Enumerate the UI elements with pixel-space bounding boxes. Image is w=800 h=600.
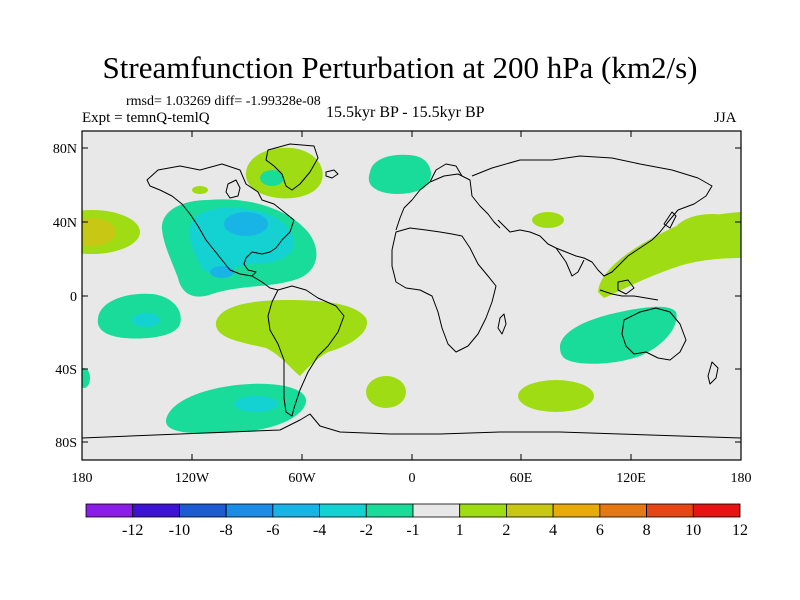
lat-tick-label: 80N	[53, 142, 77, 157]
season-label: JJA	[714, 110, 737, 126]
coastline-south-america	[267, 285, 345, 417]
colorbar-label: 8	[643, 522, 651, 539]
coastline-india	[555, 247, 585, 277]
coastline-iceland	[325, 169, 339, 179]
anomaly-tropical-atlantic	[215, 300, 368, 376]
anomaly-southeast-pacific-core	[234, 396, 278, 412]
coastline-north-america	[146, 163, 295, 277]
coastline-asia	[471, 155, 713, 277]
colorbar-label: 4	[549, 522, 557, 539]
lat-tick-label: 0	[70, 290, 77, 305]
colorbar-label: 2	[502, 522, 510, 539]
colorbar-swatch	[132, 503, 180, 518]
lon-tick-label: 180	[72, 471, 93, 486]
colorbar-swatch	[412, 503, 461, 518]
colorbar-label: 1	[456, 522, 464, 539]
lat-tick-label: 40N	[53, 216, 77, 231]
anomaly-north-atlantic	[368, 154, 431, 194]
coastline-central-america	[251, 275, 279, 291]
lon-tick-label: 120E	[616, 471, 646, 486]
anomaly-greenland	[245, 147, 323, 199]
anomaly-great-lakes-core	[224, 212, 268, 236]
anomaly-tropical-east-pacific-core	[132, 313, 160, 327]
coastline-japan	[663, 211, 677, 229]
colorbar-label: -6	[266, 522, 279, 539]
lon-tick-label: 60W	[288, 471, 316, 486]
anomaly-arabian-sea	[532, 212, 564, 228]
stats-line: rmsd= 1.03269 diff= -1.99328e-08	[126, 94, 321, 109]
lon-tick-label: 0	[409, 471, 416, 486]
coastline-africa	[391, 227, 497, 353]
colorbar-swatch	[179, 503, 227, 518]
colorbar-label: -8	[219, 522, 232, 539]
colorbar-label: -12	[122, 522, 143, 539]
coastline-antarctica	[82, 413, 741, 439]
lon-tick-label: 180	[731, 471, 752, 486]
anomaly-south-atlantic	[366, 376, 406, 408]
colorbar-label: -1	[406, 522, 419, 539]
colorbar-label: 10	[685, 522, 701, 539]
colorbar-label: -4	[313, 522, 326, 539]
colorbar-swatch	[552, 503, 601, 518]
coastline-australia	[621, 307, 687, 361]
experiment-label: Expt = temnQ-temlQ	[82, 110, 210, 126]
colorbar-swatch	[506, 503, 554, 518]
coastlines	[82, 143, 741, 439]
anomaly-indian-ocean-australia	[560, 306, 677, 364]
colorbar-swatch	[459, 503, 507, 518]
colorbar-label: 12	[732, 522, 748, 539]
anomaly-greenland-negative	[260, 170, 284, 186]
colorbar-swatch	[365, 503, 414, 518]
colorbar-swatch	[692, 503, 741, 518]
colorbar-swatch	[272, 503, 320, 518]
period-label: 15.5kyr BP - 15.5kyr BP	[326, 104, 485, 121]
colorbar-label: -2	[360, 522, 373, 539]
anomaly-central-us-core	[210, 266, 234, 278]
colorbar-swatch	[319, 503, 367, 518]
colorbar-swatch	[85, 503, 134, 518]
anomaly-southern-indian	[518, 380, 594, 412]
figure-title: Streamfunction Perturbation at 200 hPa (…	[102, 50, 698, 85]
anomaly-east-asia	[598, 212, 741, 298]
colorbar-swatch	[599, 503, 647, 518]
lon-tick-label: 60E	[510, 471, 533, 486]
coastline-madagascar	[497, 313, 507, 335]
lon-tick-label: 120W	[175, 471, 210, 486]
coastline-europe	[395, 173, 501, 231]
anomaly-n-pacific-west-core	[82, 218, 116, 246]
lat-tick-label: 40S	[55, 363, 77, 378]
coastline-borneo	[617, 279, 635, 295]
lat-tick-label: 80S	[55, 436, 77, 451]
coastline-hudson-bay	[225, 179, 241, 199]
anomaly-north-america-mid	[189, 207, 295, 273]
anomaly-layer	[82, 147, 741, 434]
coastline-new-zealand	[707, 361, 719, 385]
tick-layer: 80N 40N 0 40S 80S 180 120W 60W 0 60E 120E 180	[53, 131, 752, 486]
anomaly-southeast-pacific	[165, 383, 307, 434]
colorbar-swatch	[225, 503, 274, 518]
coastline-greenland	[265, 143, 319, 191]
colorbar-swatch	[646, 503, 694, 518]
anomaly-south-pacific-west	[82, 368, 90, 388]
colorbar-label: -10	[169, 522, 190, 539]
anomaly-arctic-small	[192, 186, 208, 194]
colorbar-label: 6	[596, 522, 604, 539]
coastline-scandinavia	[429, 163, 463, 183]
coastline-indonesia	[599, 289, 659, 301]
colorbar: -12 -10 -8 -6 -4 -2 -1 1 2 4 6 8 10 12	[85, 503, 748, 539]
